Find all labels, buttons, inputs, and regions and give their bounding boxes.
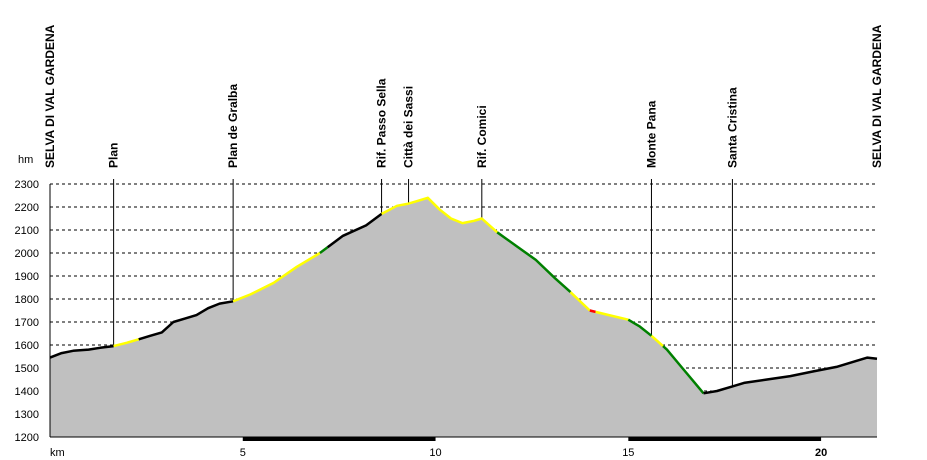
y-tick-label: 2000 xyxy=(15,248,39,260)
x-tick-label: 20 xyxy=(815,447,827,459)
place-marker-lines xyxy=(113,179,733,387)
x-tick-label: 10 xyxy=(429,447,441,459)
place-labels: SELVA DI VAL GARDENA Plan Plan de Gralba Ri… xyxy=(43,24,884,168)
place-label: SELVA DI VAL GARDENA xyxy=(870,24,884,168)
x-tick-label: 5 xyxy=(240,447,246,459)
y-tick-label: 1500 xyxy=(15,363,39,375)
x-tick-labels: 5 10 15 20 xyxy=(240,447,828,459)
y-tick-label: 2200 xyxy=(15,202,39,214)
distance-scale-bar xyxy=(242,437,822,441)
x-axis-unit-label: km xyxy=(50,447,65,459)
profile-segment-red xyxy=(589,309,596,314)
profile-segment-green xyxy=(627,318,653,337)
place-label: Santa Cristina xyxy=(725,87,739,168)
y-tick-label: 2100 xyxy=(15,225,39,237)
y-axis-unit-label: hm xyxy=(18,154,33,166)
profile-segment-yellow xyxy=(232,251,321,303)
y-tick-label: 2300 xyxy=(15,179,39,191)
profile-segment-black xyxy=(138,300,234,341)
place-label: Plan de Gralba xyxy=(226,84,240,168)
place-label: SELVA DI VAL GARDENA xyxy=(43,24,57,168)
y-tick-label: 1900 xyxy=(15,271,39,283)
scale-bar-segment xyxy=(628,437,822,441)
x-tick-label: 15 xyxy=(622,447,634,459)
place-label: Città dei Sassi xyxy=(402,86,416,168)
scale-bar-segment xyxy=(242,437,436,441)
profile-segment-yellow xyxy=(381,196,499,234)
y-tick-label: 1300 xyxy=(15,409,39,421)
profile-segment-yellow xyxy=(595,310,629,321)
y-tick-labels: 2300 2200 2100 2000 1900 1800 1700 1600 1500 1400… xyxy=(15,179,39,444)
y-tick-label: 1800 xyxy=(15,294,39,306)
profile-colored-segments xyxy=(49,196,878,395)
profile-segment-black xyxy=(49,344,114,359)
place-label: Monte Pana xyxy=(644,100,658,168)
profile-segment-yellow xyxy=(569,291,591,312)
place-label: Rif. Comici xyxy=(475,105,489,168)
y-tick-label: 1700 xyxy=(15,317,39,329)
y-tick-label: 1200 xyxy=(15,432,39,444)
elevation-area xyxy=(50,197,877,437)
y-tick-label: 1600 xyxy=(15,340,39,352)
profile-segment-green xyxy=(319,246,329,255)
profile-segment-black xyxy=(326,212,383,249)
y-tick-label: 1400 xyxy=(15,386,39,398)
place-label: Plan xyxy=(107,143,121,168)
profile-segment-black xyxy=(703,356,878,395)
profile-segment-yellow xyxy=(650,334,664,348)
profile-segment-green xyxy=(662,345,705,395)
profile-segment-green xyxy=(496,231,572,294)
place-label: Rif. Passo Sella xyxy=(375,78,389,168)
profile-segment-yellow xyxy=(113,338,140,348)
